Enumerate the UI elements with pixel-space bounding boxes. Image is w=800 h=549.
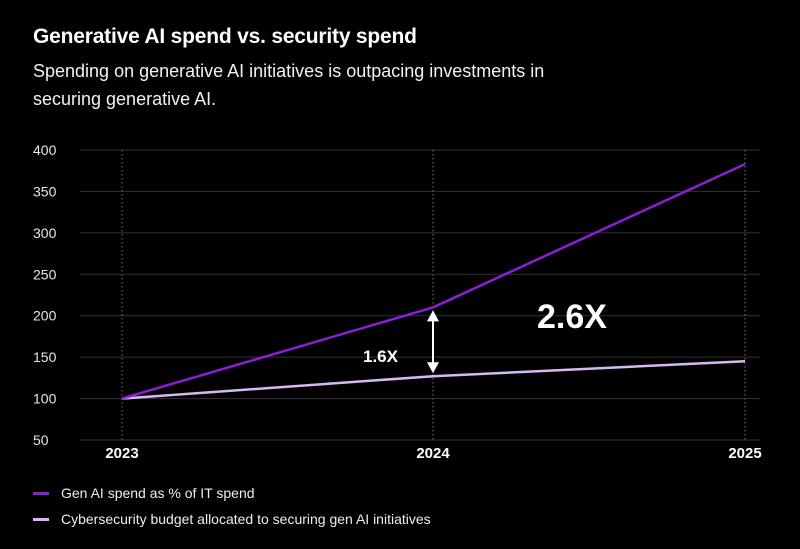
x-tick-label: 2025 <box>728 445 761 462</box>
y-tick-label: 400 <box>33 142 57 158</box>
y-tick-label: 200 <box>33 308 57 324</box>
chart-title: Generative AI spend vs. security spend <box>33 25 417 48</box>
y-tick-label: 150 <box>33 349 57 365</box>
x-tick-label: 2024 <box>416 445 450 462</box>
y-tick-label: 250 <box>33 266 57 282</box>
legend-swatch-genai <box>33 491 49 495</box>
legend-item-cybersecurity: Cybersecurity budget allocated to securi… <box>33 508 431 530</box>
arrow-down-icon <box>427 362 439 374</box>
legend-label: Gen AI spend as % of IT spend <box>61 485 255 501</box>
legend-swatch-cybersecurity <box>33 517 49 521</box>
y-tick-label: 300 <box>33 225 57 241</box>
annotation-1-6x: 1.6X <box>363 347 399 366</box>
y-tick-label: 50 <box>33 432 49 448</box>
annotation-2-6x: 2.6X <box>537 298 607 336</box>
chart-subtitle: Spending on generative AI initiatives is… <box>33 61 545 109</box>
arrow-up-icon <box>427 310 439 322</box>
legend-label: Cybersecurity budget allocated to securi… <box>61 511 431 527</box>
y-tick-label: 100 <box>33 391 57 407</box>
x-tick-label: 2023 <box>105 445 138 462</box>
y-tick-label: 350 <box>33 183 57 199</box>
legend: Gen AI spend as % of IT spend Cybersecur… <box>33 482 431 534</box>
legend-item-genai: Gen AI spend as % of IT spend <box>33 482 431 504</box>
